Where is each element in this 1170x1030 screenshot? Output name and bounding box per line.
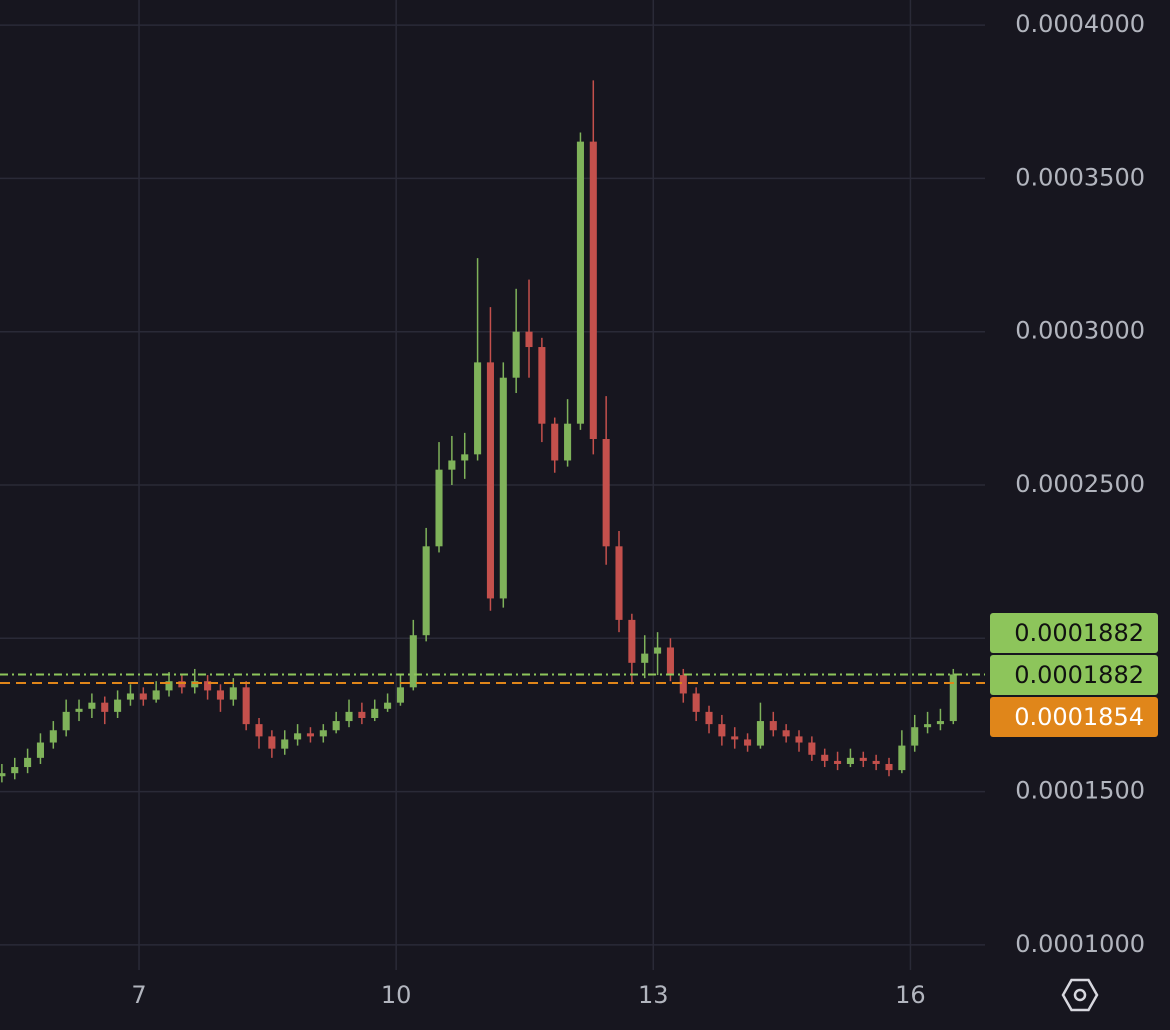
candle-body xyxy=(538,347,546,424)
candle-body xyxy=(461,454,469,461)
candle-body xyxy=(165,681,173,691)
candle-body xyxy=(731,736,739,740)
candle-body xyxy=(654,647,662,654)
candle-body xyxy=(448,460,456,470)
candle-body xyxy=(36,742,44,758)
candle-body xyxy=(576,141,584,424)
candle-body xyxy=(409,635,417,688)
candle-body xyxy=(705,711,713,725)
candle-body xyxy=(435,469,443,547)
candle-body xyxy=(101,702,109,712)
candle-body xyxy=(62,711,70,731)
candle-body xyxy=(191,681,199,688)
candle-body xyxy=(281,739,289,749)
candle-body xyxy=(615,546,623,620)
candle-body xyxy=(602,439,610,547)
settings-dot[interactable] xyxy=(1073,988,1087,1002)
candle-body xyxy=(0,773,6,777)
candle-body xyxy=(808,742,816,755)
candle-body xyxy=(268,736,276,749)
candle-body xyxy=(319,730,327,737)
candle-body xyxy=(589,141,597,440)
candle-body xyxy=(885,763,893,771)
candle-body xyxy=(872,760,880,764)
candle-body xyxy=(11,767,19,774)
candle-body xyxy=(898,745,906,771)
price-label: 0.0001854 xyxy=(1014,703,1144,731)
candle-body xyxy=(306,733,314,737)
candle-body xyxy=(641,653,649,663)
candle-body xyxy=(846,757,854,764)
plot-area xyxy=(0,0,985,970)
candle-body xyxy=(358,711,366,718)
y-tick-label: 0.0002500 xyxy=(1015,470,1145,498)
settings-icon[interactable] xyxy=(1061,978,1099,1012)
candle-body xyxy=(551,423,559,461)
candle-body xyxy=(371,708,379,718)
candle-body xyxy=(24,757,32,768)
candle-body xyxy=(49,730,57,743)
candle-body xyxy=(126,693,134,700)
x-tick-label: 7 xyxy=(131,981,146,1009)
price-label-box xyxy=(990,613,1158,654)
candle-body xyxy=(924,724,932,728)
price-label-box xyxy=(990,655,1158,696)
candle-body xyxy=(718,724,726,737)
candle-body xyxy=(628,619,636,663)
candle-body xyxy=(422,546,430,636)
x-tick-label: 16 xyxy=(895,981,926,1009)
candle-body xyxy=(152,690,160,700)
candle-body xyxy=(229,687,237,700)
price-label-box xyxy=(990,697,1158,738)
candle-body xyxy=(512,331,520,378)
y-tick-label: 0.0001500 xyxy=(1015,777,1145,805)
candle-body xyxy=(859,757,867,761)
candle-body xyxy=(911,727,919,746)
candle-body xyxy=(679,675,687,694)
x-tick-label: 10 xyxy=(381,981,412,1009)
y-tick-label: 0.0003000 xyxy=(1015,317,1145,345)
candle-body xyxy=(88,702,96,709)
candle-body xyxy=(114,699,122,712)
candle-body xyxy=(769,721,777,731)
candle-body xyxy=(949,674,957,722)
candle-body xyxy=(936,721,944,725)
candle-body xyxy=(821,754,829,761)
candle-body xyxy=(242,687,250,725)
candle-body xyxy=(294,733,302,740)
candle-body xyxy=(744,739,752,746)
candle-body xyxy=(499,377,507,599)
candle-body xyxy=(756,721,764,746)
x-tick-label: 13 xyxy=(638,981,669,1009)
candle-body xyxy=(345,711,353,722)
candle-body xyxy=(178,681,186,688)
candle-body xyxy=(396,687,404,703)
candle-body xyxy=(255,724,263,737)
candle-body xyxy=(139,693,147,700)
candle-body xyxy=(332,721,340,731)
candle-body xyxy=(75,708,83,712)
candle-body xyxy=(666,647,674,676)
price-label: 0.0001882 xyxy=(1014,661,1144,689)
candle-body xyxy=(564,423,572,461)
candle-body xyxy=(795,736,803,743)
candle-body xyxy=(216,690,224,700)
candle-body xyxy=(384,702,392,709)
candle-body xyxy=(692,693,700,712)
candle-body xyxy=(782,730,790,737)
candle-body xyxy=(474,362,482,455)
y-tick-label: 0.0004000 xyxy=(1015,10,1145,38)
candle-body xyxy=(204,681,212,691)
candle-body xyxy=(834,760,842,764)
settings-hexagon[interactable] xyxy=(1061,978,1099,1012)
y-tick-label: 0.0001000 xyxy=(1015,930,1145,958)
price-label: 0.0001882 xyxy=(1014,619,1144,647)
candle-body xyxy=(486,362,494,599)
y-tick-label: 0.0003500 xyxy=(1015,163,1145,191)
candle-body xyxy=(525,331,533,348)
